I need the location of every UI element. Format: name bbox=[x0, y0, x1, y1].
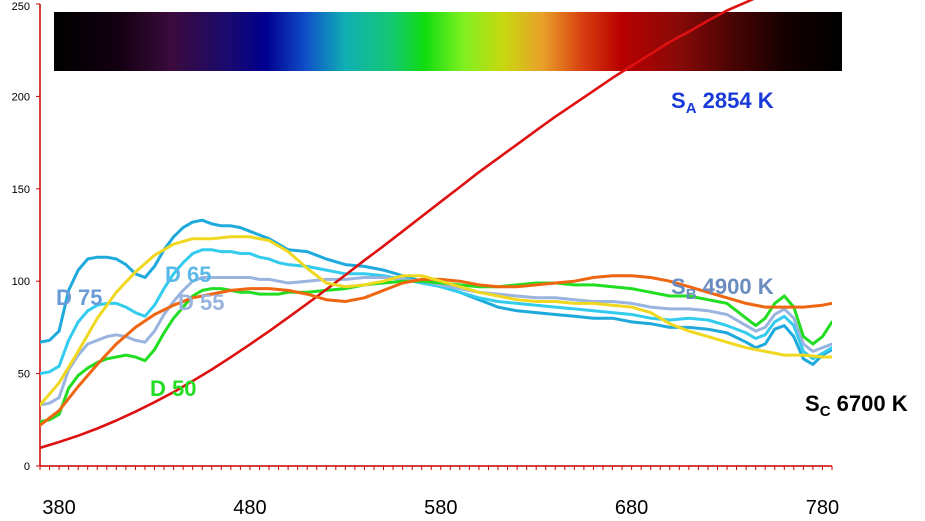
y-tick-label: 250 bbox=[12, 1, 30, 13]
label-d55: D 55 bbox=[178, 290, 224, 315]
x-tick-label: 780 bbox=[806, 497, 839, 519]
y-tick-label: 100 bbox=[12, 276, 30, 288]
x-tick-label: 480 bbox=[233, 497, 266, 519]
series-line-5 bbox=[40, 0, 755, 450]
label-source-a: SA 2854 K bbox=[671, 88, 774, 117]
label-d50: D 50 bbox=[150, 376, 196, 401]
series-labels: D 75 D 65 D 55 D 50 SA 2854 K SB 4900 K … bbox=[56, 88, 908, 420]
label-d65: D 65 bbox=[165, 262, 211, 287]
y-ticks: 0 50 100 150 200 250 bbox=[12, 1, 40, 473]
x-ticks: 380 480 580 680 780 bbox=[42, 497, 839, 519]
series-line-7 bbox=[40, 235, 832, 407]
series-line-3 bbox=[40, 276, 832, 407]
x-tick-label: 580 bbox=[424, 497, 457, 519]
x-tick-label: 380 bbox=[42, 497, 75, 519]
x-minor-ticks bbox=[39, 466, 833, 470]
x-tick-label: 680 bbox=[615, 497, 648, 519]
y-tick-label: 0 bbox=[24, 461, 30, 473]
y-tick-label: 200 bbox=[12, 91, 30, 103]
y-tick-label: 150 bbox=[12, 184, 30, 196]
series-line-2 bbox=[40, 248, 832, 376]
y-tick-label: 50 bbox=[18, 369, 30, 381]
series-line-6 bbox=[40, 274, 832, 427]
spectrum-color-bar bbox=[54, 12, 842, 71]
series-lines bbox=[40, 0, 832, 450]
label-source-c: SC 6700 K bbox=[805, 391, 908, 420]
label-d75: D 75 bbox=[56, 285, 102, 310]
label-source-b: SB 4900 K bbox=[671, 274, 774, 303]
axes bbox=[39, 4, 832, 467]
